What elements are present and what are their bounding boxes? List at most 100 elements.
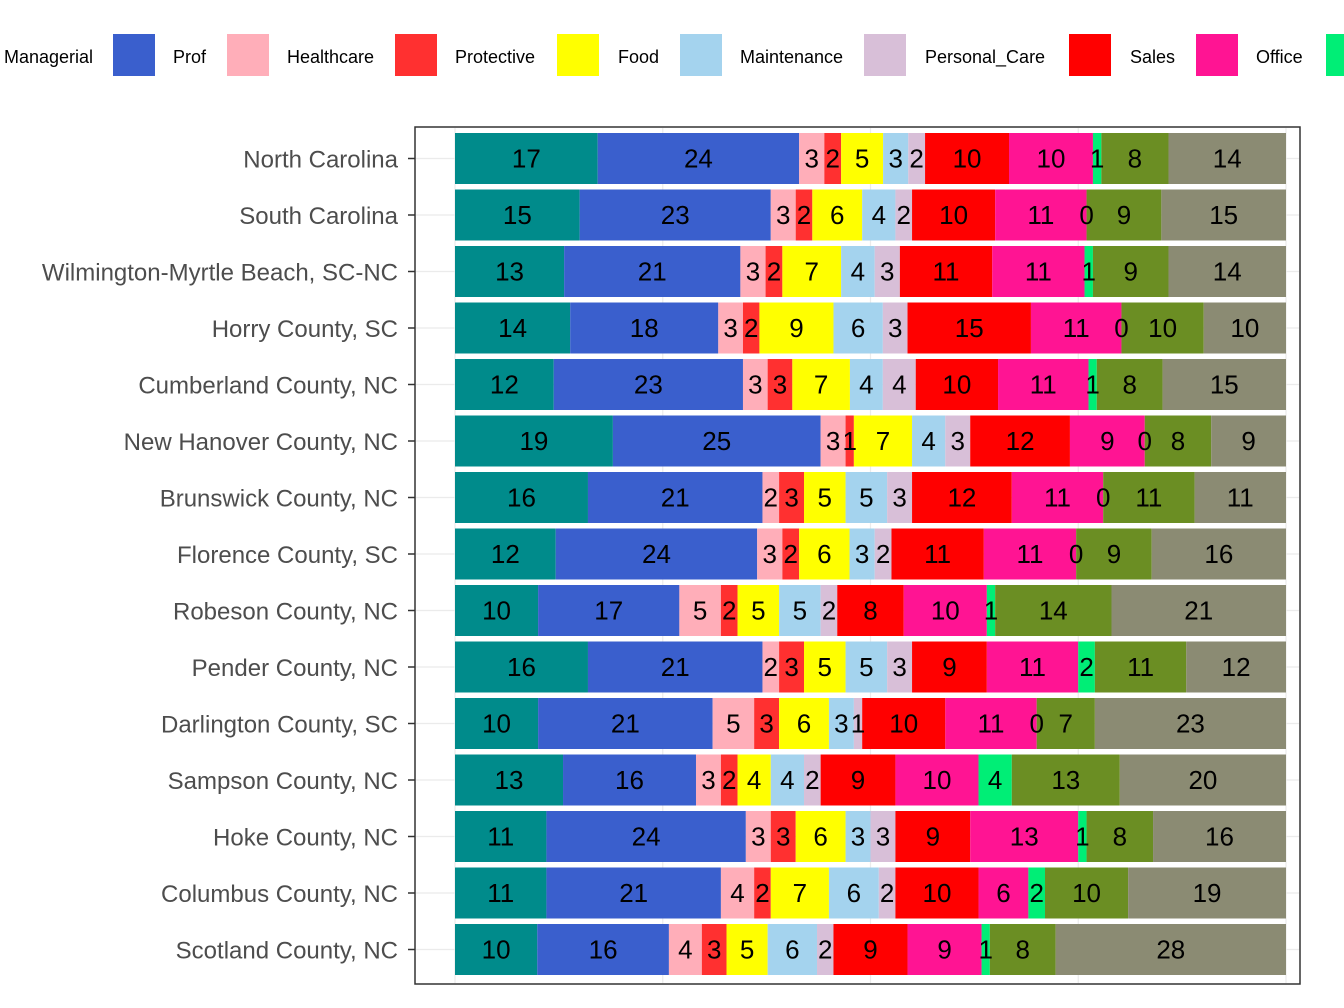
bar-segment-pender-county-nc-protective <box>779 641 805 693</box>
bar-segment-brunswick-county-nc-series-11 <box>1103 472 1195 523</box>
data-label-sampson-county-nc-4: 2 <box>722 765 736 795</box>
data-label-cumberland-county-nc-1: 12 <box>490 370 519 400</box>
bar-segment-cumberland-county-nc-office <box>998 359 1089 410</box>
data-label-hoke-county-nc-4: 3 <box>776 822 790 852</box>
data-label-new-hanover-county-nc-6: 4 <box>921 426 935 456</box>
data-label-hoke-county-nc-3: 3 <box>751 822 765 852</box>
data-label-horry-county-sc-6: 6 <box>851 313 865 343</box>
legend: Managerial Prof Healthcare Protective Food Ma… <box>4 34 1344 76</box>
bar-segment-hoke-county-nc-managerial <box>455 811 547 862</box>
bar-segment-columbus-county-nc-managerial <box>455 867 547 919</box>
bar-segment-sampson-county-nc-prof <box>563 754 696 806</box>
bar-segment-sampson-county-nc-healthcare <box>695 754 721 806</box>
bar-segment-south-carolina-series-11 <box>1086 189 1162 241</box>
bar-segment-wilmington-myrtle-beach-sc-nc-maintenance <box>841 246 875 297</box>
data-label-florence-county-sc-10: 0 <box>1069 539 1083 569</box>
y-tick-label-north-carolina: North Carolina <box>243 147 398 174</box>
data-label-darlington-county-sc-6: 3 <box>834 709 848 739</box>
bar-segment-wilmington-myrtle-beach-sc-nc-series-10 <box>1084 246 1093 297</box>
bar-segment-hoke-county-nc-sales <box>895 811 971 862</box>
bar-segment-pender-county-nc-maintenance <box>845 641 888 693</box>
data-label-wilmington-myrtle-beach-sc-nc-2: 21 <box>638 257 667 287</box>
bar-segment-north-carolina-series-12 <box>1168 133 1286 184</box>
data-label-north-carolina-10: 1 <box>1090 144 1104 174</box>
data-label-scotland-county-nc-10: 1 <box>978 935 992 965</box>
legend-label-maintenance: Maintenance <box>740 47 843 67</box>
bar-segment-wilmington-myrtle-beach-sc-nc-protective <box>765 246 783 297</box>
legend-label-food: Food <box>618 47 659 67</box>
data-label-south-carolina-3: 3 <box>776 200 790 230</box>
data-label-cumberland-county-nc-8: 10 <box>942 370 971 400</box>
data-label-columbus-county-nc-5: 7 <box>793 878 807 908</box>
data-label-columbus-county-nc-3: 4 <box>730 878 744 908</box>
bar-segment-sampson-county-nc-maintenance <box>770 754 805 806</box>
data-label-pender-county-nc-8: 9 <box>942 652 956 682</box>
data-label-north-carolina-3: 3 <box>805 144 819 174</box>
data-label-horry-county-sc-3: 3 <box>723 313 737 343</box>
bar-segment-south-carolina-series-12 <box>1161 189 1286 241</box>
y-tick-label-cumberland-county-nc: Cumberland County, NC <box>138 373 398 400</box>
data-label-brunswick-county-nc-3: 2 <box>764 483 778 513</box>
bar-segment-florence-county-sc-maintenance <box>849 528 875 580</box>
bar-segment-brunswick-county-nc-prof <box>587 472 763 523</box>
data-label-new-hanover-county-nc-8: 12 <box>1006 426 1035 456</box>
data-label-columbus-county-nc-6: 6 <box>847 878 861 908</box>
data-label-sampson-county-nc-9: 10 <box>923 765 952 795</box>
bar-segment-darlington-county-sc-managerial <box>455 698 539 749</box>
bar-segment-florence-county-sc-sales <box>891 528 984 580</box>
bar-segment-florence-county-sc-food <box>799 528 850 580</box>
data-label-south-carolina-7: 2 <box>897 200 911 230</box>
data-label-wilmington-myrtle-beach-sc-nc-8: 11 <box>933 257 960 287</box>
bar-segment-columbus-county-nc-series-10 <box>1028 867 1046 919</box>
y-tick-label-hoke-county-nc: Hoke County, NC <box>213 825 398 852</box>
y-tick-label-columbus-county-nc: Columbus County, NC <box>161 881 398 908</box>
data-label-florence-county-sc-4: 2 <box>784 539 798 569</box>
bar-segment-horry-county-sc-series-11 <box>1121 302 1204 354</box>
data-label-north-carolina-6: 3 <box>888 144 902 174</box>
data-label-horry-county-sc-10: 0 <box>1114 313 1128 343</box>
bar-segment-brunswick-county-nc-food <box>804 472 846 523</box>
data-label-robeson-county-nc-11: 14 <box>1039 596 1068 626</box>
bar-segment-hoke-county-nc-office <box>970 811 1079 862</box>
bar-segment-scotland-county-nc-maintenance <box>767 924 818 975</box>
data-label-wilmington-myrtle-beach-sc-nc-6: 4 <box>851 257 865 287</box>
data-label-scotland-county-nc-9: 9 <box>937 935 951 965</box>
bar-segment-pender-county-nc-managerial <box>455 641 588 693</box>
bar-segment-brunswick-county-nc-maintenance <box>845 472 888 523</box>
bar-segment-sampson-county-nc-protective <box>720 754 738 806</box>
data-label-columbus-county-nc-7: 2 <box>880 878 894 908</box>
bar-segment-cumberland-county-nc-protective <box>767 359 793 410</box>
bar-segment-cumberland-county-nc-sales <box>915 359 999 410</box>
bar-segment-south-carolina-prof <box>579 189 771 241</box>
y-tick-label-sampson-county-nc: Sampson County, NC <box>168 768 398 795</box>
bar-segment-darlington-county-sc-personal-care <box>853 698 863 749</box>
data-label-scotland-county-nc-1: 10 <box>482 935 511 965</box>
bar-segment-hoke-county-nc-series-12 <box>1153 811 1286 862</box>
bar-segment-pender-county-nc-series-11 <box>1094 641 1187 693</box>
bar-segment-horry-county-sc-series-12 <box>1203 302 1286 354</box>
data-label-wilmington-myrtle-beach-sc-nc-1: 13 <box>495 257 524 287</box>
data-label-brunswick-county-nc-6: 5 <box>859 483 873 513</box>
data-label-pender-county-nc-11: 11 <box>1127 652 1154 682</box>
bar-segment-hoke-county-nc-prof <box>546 811 746 862</box>
data-label-robeson-county-nc-1: 10 <box>482 596 511 626</box>
data-label-south-carolina-9: 11 <box>1027 200 1054 230</box>
bar-segment-wilmington-myrtle-beach-sc-nc-sales <box>899 246 993 297</box>
data-label-brunswick-county-nc-4: 3 <box>784 483 798 513</box>
bar-segment-wilmington-myrtle-beach-sc-nc-personal-care <box>874 246 900 297</box>
bar-segment-new-hanover-county-nc-prof <box>612 415 821 467</box>
data-label-horry-county-sc-12: 10 <box>1230 313 1259 343</box>
y-tick-label-darlington-county-sc: Darlington County, SC <box>161 712 398 739</box>
bar-segment-robeson-county-nc-personal-care <box>820 585 838 636</box>
bar-segment-south-carolina-managerial <box>455 189 580 241</box>
legend-key-maintenance <box>680 34 722 76</box>
data-label-pender-county-nc-6: 5 <box>859 652 873 682</box>
data-label-cumberland-county-nc-2: 23 <box>634 370 663 400</box>
bar-segment-new-hanover-county-nc-series-12 <box>1211 415 1286 467</box>
data-label-scotland-county-nc-3: 4 <box>678 935 692 965</box>
bar-segment-brunswick-county-nc-personal-care <box>887 472 913 523</box>
data-label-hoke-county-nc-7: 3 <box>876 822 890 852</box>
data-label-scotland-county-nc-8: 9 <box>863 935 877 965</box>
legend-key-office <box>1196 34 1238 76</box>
data-label-darlington-county-sc-12: 23 <box>1176 709 1205 739</box>
